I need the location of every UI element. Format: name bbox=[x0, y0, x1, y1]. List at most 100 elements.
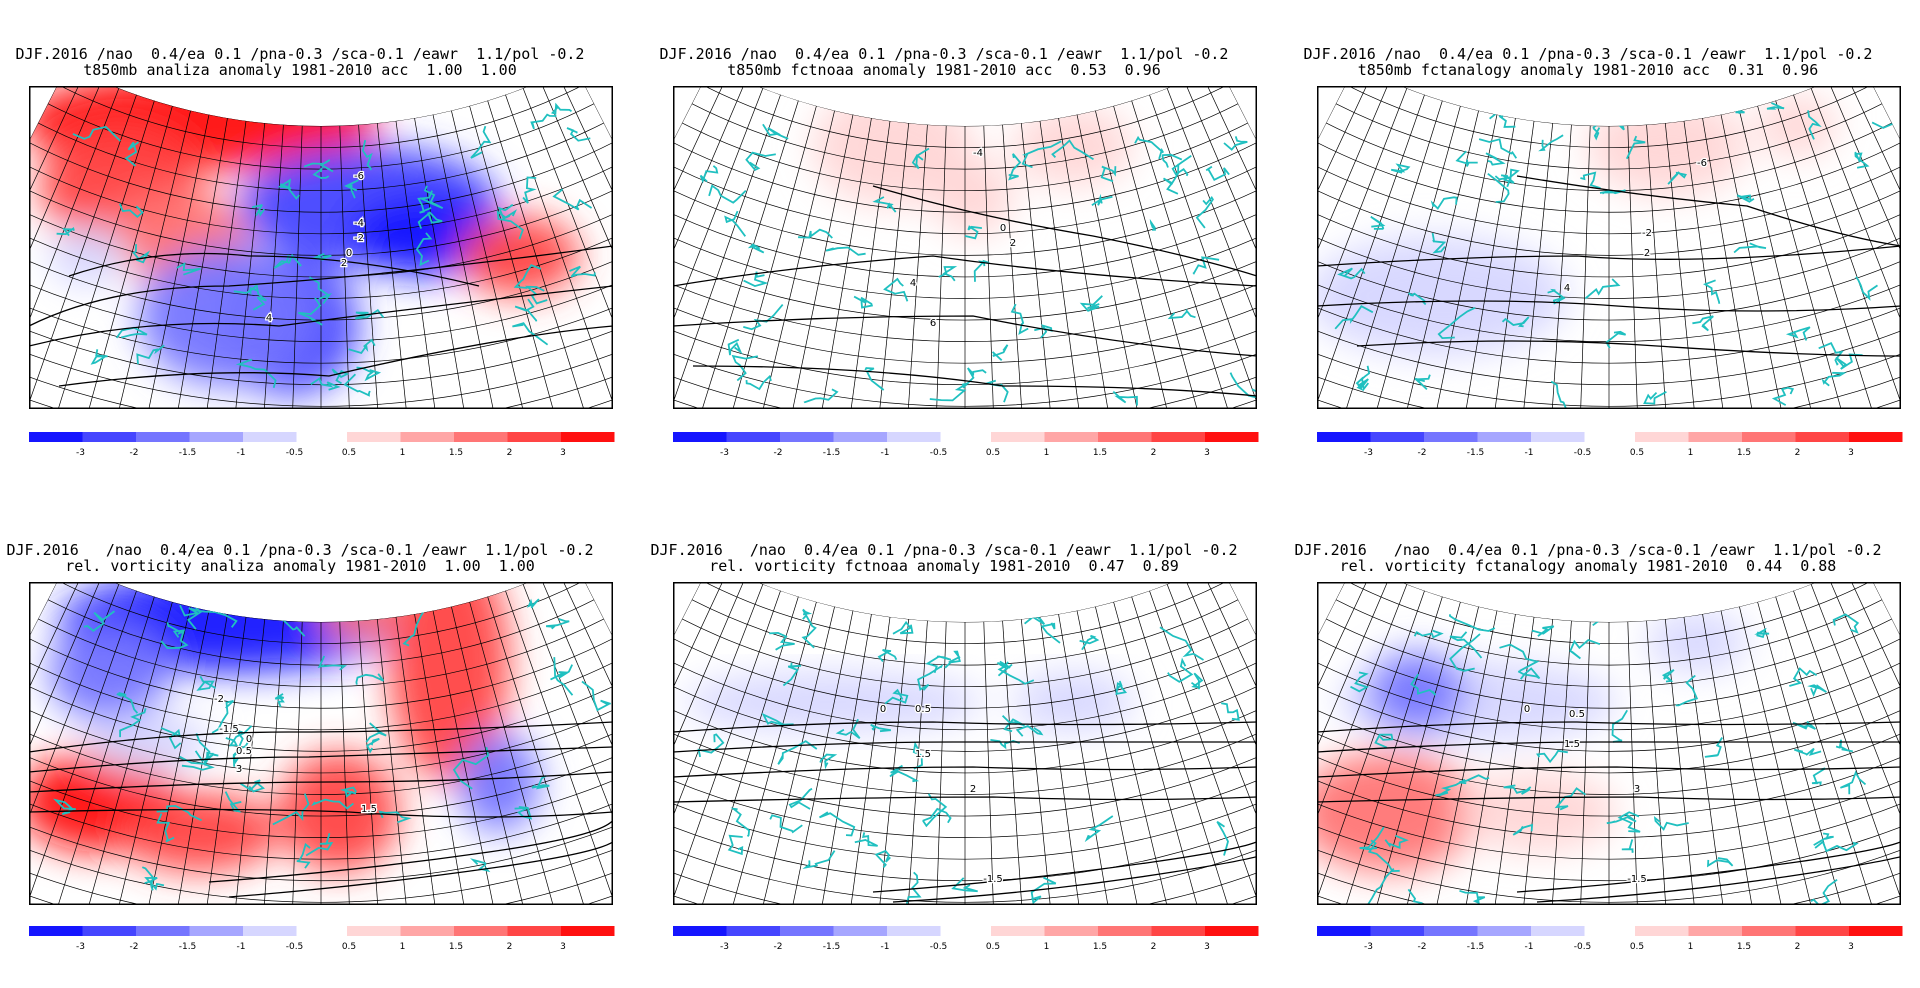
coastline-segment bbox=[378, 810, 412, 824]
coastline-segment bbox=[1437, 306, 1476, 340]
colorbar-tick-label: 1.5 bbox=[449, 942, 463, 952]
contour-label: 1.5 bbox=[915, 749, 931, 760]
coastline-segment bbox=[745, 374, 772, 391]
coastline-segment bbox=[884, 688, 909, 705]
map-field: -4 02 4 6 bbox=[673, 86, 1257, 409]
panel-title-line1: DJF.2016 /nao 0.4/ea 0.1 /pna-0.3 /sca-0… bbox=[650, 541, 1238, 559]
coastline-segment bbox=[889, 764, 920, 783]
longitude-line bbox=[29, 88, 120, 409]
coastlines bbox=[1350, 602, 1867, 905]
longitude-line bbox=[1317, 86, 1373, 387]
contour-label: 2 bbox=[341, 258, 347, 269]
coastline-segment bbox=[1350, 671, 1370, 693]
coastline-segment bbox=[1707, 857, 1734, 868]
latitude-line bbox=[1317, 353, 1901, 409]
anomaly-blob bbox=[49, 622, 169, 722]
longitude-line bbox=[1427, 114, 1498, 409]
contour-line bbox=[892, 846, 1257, 903]
map-border bbox=[29, 86, 613, 409]
colorbar-negative-swatch bbox=[833, 432, 887, 442]
contour-line bbox=[872, 831, 1257, 893]
coastline-segment bbox=[156, 804, 202, 822]
longitude-line bbox=[290, 621, 303, 905]
contour-line bbox=[29, 721, 613, 753]
longitude-line bbox=[1184, 582, 1257, 895]
longitude-line bbox=[1131, 100, 1235, 409]
colorbar-positive-swatch bbox=[400, 432, 454, 442]
coastline-segment bbox=[1606, 813, 1637, 825]
map-frame: 0 0.5 1.5 2 -1.5 bbox=[673, 582, 1257, 905]
contours bbox=[673, 721, 1257, 903]
coastline-segment bbox=[990, 739, 1020, 750]
colorbar-positive-swatch bbox=[1205, 926, 1259, 936]
coastline-segment bbox=[1384, 834, 1409, 850]
coastline-segment bbox=[1149, 218, 1156, 231]
colorbar-tick-label: -1 bbox=[1525, 448, 1534, 458]
coastline-segment bbox=[319, 597, 343, 609]
longitude-line bbox=[1702, 614, 1761, 905]
contour-line bbox=[1356, 340, 1901, 357]
longitude-line bbox=[1317, 582, 1390, 895]
coastline-segment bbox=[991, 344, 1009, 361]
coastline-segment bbox=[160, 727, 182, 750]
colorbar-tick-label: 3 bbox=[1204, 942, 1210, 952]
anomaly-blob bbox=[319, 582, 399, 642]
coastline-segment bbox=[312, 166, 330, 180]
map-border bbox=[673, 86, 1257, 409]
coastline-segment bbox=[1051, 139, 1094, 161]
panel-title-line2: t850mb fctnoaa anomaly 1981-2010 acc 0.5… bbox=[727, 61, 1161, 79]
coastline-segment bbox=[1835, 739, 1853, 753]
colorbar-tick-label: 3 bbox=[1848, 942, 1854, 952]
coastline-segment bbox=[1001, 715, 1026, 733]
colorbar-positive-swatch bbox=[454, 926, 508, 936]
longitude-line bbox=[29, 86, 68, 374]
colorbar-negative-swatch bbox=[1317, 926, 1371, 936]
coastline-segment bbox=[699, 165, 719, 184]
colorbar-tick-label: -1 bbox=[881, 942, 890, 952]
colorbar-negative-swatch bbox=[780, 926, 834, 936]
coastline-segment bbox=[522, 176, 537, 204]
longitude-line bbox=[1739, 110, 1821, 409]
contour-line bbox=[673, 721, 1257, 733]
longitude-line bbox=[1457, 118, 1516, 409]
anomaly-blob bbox=[1587, 96, 1747, 196]
coastline-segment bbox=[1807, 684, 1827, 697]
coastline-segment bbox=[1195, 195, 1214, 229]
contour-line bbox=[228, 831, 613, 898]
contour-line bbox=[1516, 175, 1901, 247]
coastline-segment bbox=[1643, 391, 1667, 405]
colorbar: -3 -2 -1.5 -1 -0.5 0.5 1 1.5 2 3 bbox=[1317, 926, 1903, 956]
longitude-line bbox=[1317, 584, 1408, 905]
map-frame: -2 -1.5 0 0.5 1.5 3 bbox=[29, 582, 613, 905]
coastline-segment bbox=[1818, 342, 1844, 366]
contour-line bbox=[29, 245, 613, 327]
contour-label: -2 bbox=[354, 233, 364, 244]
coastline-segment bbox=[1538, 134, 1564, 152]
coastline-segment bbox=[911, 147, 930, 170]
coastline-segment bbox=[497, 203, 518, 221]
longitude-line bbox=[673, 582, 746, 895]
contour-line bbox=[68, 252, 480, 287]
colorbar-negative-swatch bbox=[189, 926, 243, 936]
contour-label: -1.5 bbox=[983, 874, 1003, 885]
colorbar-tick-label: -2 bbox=[1418, 942, 1427, 952]
colorbar-svg: -3 -2 -1.5 -1 -0.5 0.5 1 1.5 2 3 bbox=[673, 432, 1259, 458]
contour-label: 0 bbox=[246, 734, 252, 745]
longitude-line bbox=[1113, 601, 1206, 905]
coastline-segment bbox=[296, 842, 311, 869]
coastline-segment bbox=[1621, 839, 1634, 853]
coastline-segment bbox=[925, 655, 952, 674]
coastline-segment bbox=[1813, 832, 1834, 846]
coastline-segment bbox=[1785, 326, 1811, 341]
longitude-line bbox=[813, 118, 872, 409]
longitude-line bbox=[1547, 620, 1572, 905]
longitude-line bbox=[80, 105, 173, 409]
coastline-segment bbox=[211, 700, 235, 734]
longitude-line bbox=[290, 125, 303, 409]
anomaly-shading bbox=[683, 672, 1133, 732]
colorbar-tick-label: -1.5 bbox=[823, 448, 841, 458]
colorbar-positive-swatch bbox=[561, 432, 615, 442]
coastline-segment bbox=[769, 631, 795, 651]
coastline-segment bbox=[1079, 295, 1103, 312]
colorbar-tick-label: -2 bbox=[774, 942, 783, 952]
